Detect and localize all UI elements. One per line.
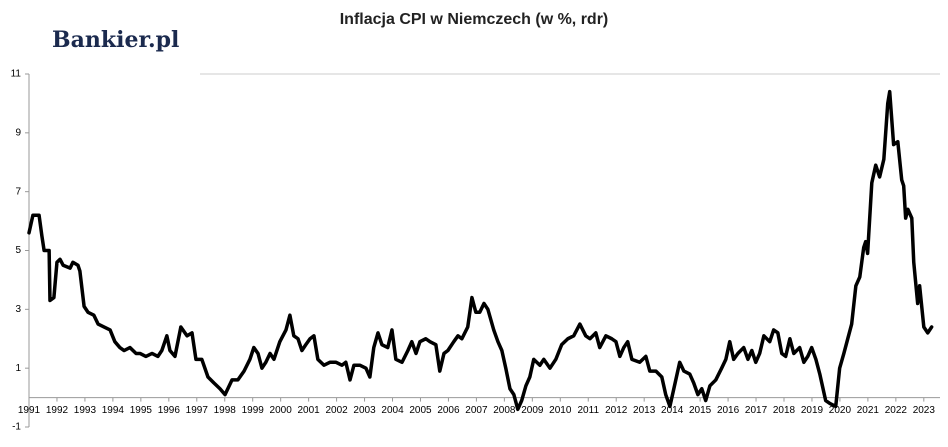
x-tick-label: 2023 [913, 405, 936, 416]
x-tick-label: 2022 [885, 405, 908, 416]
x-tick-label: 1997 [186, 405, 209, 416]
x-tick-label: 2010 [549, 405, 572, 416]
x-tick-label: 1992 [46, 405, 69, 416]
x-tick-label: 2019 [801, 405, 824, 416]
x-tick-label: 1996 [158, 405, 181, 416]
y-tick-label: 3 [15, 304, 21, 315]
x-tick-label: 2004 [381, 405, 404, 416]
x-tick-label: 2018 [773, 405, 796, 416]
x-tick-label: 2014 [661, 405, 684, 416]
y-tick-label: 7 [15, 186, 21, 197]
x-tick-label: 2009 [521, 405, 544, 416]
y-tick-label: 5 [15, 245, 21, 256]
x-tick-label: 1994 [102, 405, 125, 416]
x-tick-label: 2000 [270, 405, 293, 416]
y-tick-label: 1 [15, 363, 21, 374]
x-tick-label: 1999 [242, 405, 265, 416]
x-tick-label: 2012 [605, 405, 628, 416]
y-tick-label: 11 [11, 69, 22, 80]
x-tick-label: 2001 [298, 405, 321, 416]
x-tick-label: 2021 [857, 405, 880, 416]
line-series [27, 89, 934, 412]
x-tick-label: 1995 [130, 405, 153, 416]
x-tick-label: 1993 [74, 405, 97, 416]
x-tick-label: 2016 [717, 405, 740, 416]
x-tick-label: 1991 [18, 405, 41, 416]
x-tick-label: 1998 [214, 405, 237, 416]
x-tick-label: 2002 [325, 405, 348, 416]
x-tick-label: 2008 [493, 405, 516, 416]
x-tick-label: 2003 [353, 405, 376, 416]
y-tick-label: 9 [15, 127, 21, 138]
chart-title: Inflacja CPI w Niemczech (w %, rdr) [340, 11, 609, 28]
x-tick-label: 2015 [689, 405, 712, 416]
x-tick-label: 2013 [633, 405, 656, 416]
x-tick-label: 2007 [465, 405, 488, 416]
x-tick-label: 2005 [409, 405, 432, 416]
logo: Bankier.pl [52, 27, 179, 53]
x-tick-label: 2017 [745, 405, 768, 416]
x-tick-label: 2011 [578, 405, 600, 416]
y-tick-label: -1 [12, 422, 21, 433]
x-tick-label: 2006 [437, 405, 460, 416]
x-tick-label: 2020 [829, 405, 852, 416]
